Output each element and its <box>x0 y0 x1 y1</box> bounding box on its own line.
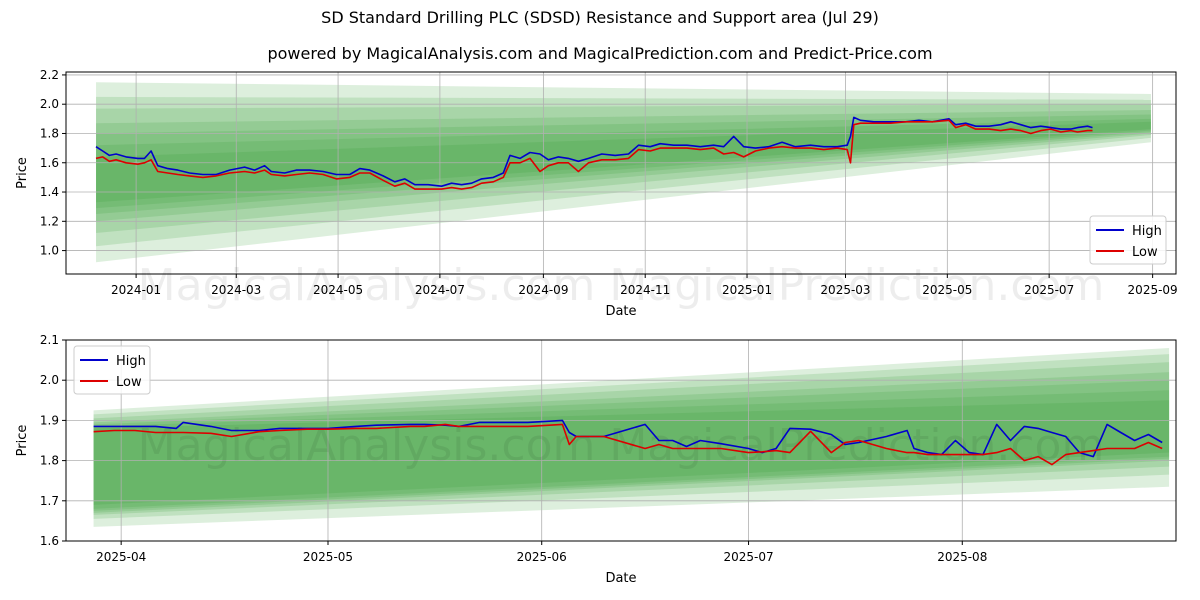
x-axis-label: Date <box>605 304 636 319</box>
legend-label-low: Low <box>1132 245 1158 260</box>
plot-frame <box>65 339 1177 542</box>
y-tick-label: 1.8 <box>40 126 59 140</box>
series-line-low <box>95 119 1093 190</box>
x-tick-label: 2025-01 <box>722 283 772 297</box>
x-tick-label: 2025-08 <box>937 550 987 564</box>
legend: High Low <box>73 345 151 395</box>
y-tick-label: 2.0 <box>40 373 59 387</box>
y-tick-label: 1.6 <box>40 534 59 548</box>
x-tick-label: 2025-04 <box>96 550 146 564</box>
band-layer-3 <box>96 104 1151 234</box>
x-tick-label: 2025-07 <box>1024 283 1074 297</box>
y-tick-label: 1.7 <box>40 494 59 508</box>
x-tick-label: 2025-06 <box>517 550 567 564</box>
y-tick-label: 2.2 <box>40 68 59 82</box>
band-layer-1 <box>93 348 1170 527</box>
band-layer-2 <box>93 354 1170 519</box>
support-resistance-bands <box>96 82 1151 263</box>
legend-label-high: High <box>1132 224 1162 239</box>
x-tick-label: 2025-09 <box>1128 283 1178 297</box>
series-line-high <box>95 116 1093 187</box>
y-tick-label: 1.9 <box>40 413 59 427</box>
band-layer-6 <box>93 390 1170 509</box>
chart-zoom: MagicalAnalysis.com MagicalPrediction.co… <box>15 333 1177 586</box>
y-tick-label: 1.0 <box>40 244 59 258</box>
x-tick-label: 2025-03 <box>820 283 870 297</box>
y-tick-label: 1.6 <box>40 156 59 170</box>
band-layer-1 <box>96 82 1151 263</box>
page-subtitle: powered by MagicalAnalysis.com and Magic… <box>267 44 933 63</box>
legend: High Low <box>1089 215 1167 265</box>
series-line-high <box>93 419 1163 458</box>
x-tick-label: 2025-07 <box>723 550 773 564</box>
page-title: SD Standard Drilling PLC (SDSD) Resistan… <box>321 8 879 27</box>
watermark: MagicalAnalysis.com MagicalPrediction.co… <box>138 260 1105 311</box>
x-tick-label: 2024-07 <box>415 283 465 297</box>
x-tick-label: 2024-03 <box>211 283 261 297</box>
x-tick-label: 2025-05 <box>922 283 972 297</box>
chart-overview: MagicalAnalysis.com MagicalPrediction.co… <box>15 68 1178 319</box>
plot-frame <box>65 71 1177 275</box>
band-layer-3 <box>93 362 1170 515</box>
legend-label-low: Low <box>116 375 142 390</box>
series-lines <box>93 419 1163 466</box>
legend-label-high: High <box>116 354 146 369</box>
y-tick-label: 1.8 <box>40 454 59 468</box>
y-axis-label: Price <box>15 425 30 457</box>
band-layer-5 <box>96 114 1151 214</box>
x-tick-label: 2024-01 <box>111 283 161 297</box>
band-layer-4 <box>96 110 1151 222</box>
y-tick-label: 1.2 <box>40 214 59 228</box>
band-layer-5 <box>93 380 1170 511</box>
x-tick-label: 2024-05 <box>313 283 363 297</box>
y-tick-label: 1.4 <box>40 185 59 199</box>
band-layer-7 <box>96 121 1151 203</box>
band-layer-4 <box>93 372 1170 513</box>
band-layer-2 <box>96 96 1151 247</box>
x-axis-label: Date <box>605 571 636 586</box>
y-axis-label: Price <box>15 157 30 189</box>
series-lines <box>95 116 1093 190</box>
support-resistance-bands <box>93 348 1170 527</box>
x-tick-label: 2024-09 <box>518 283 568 297</box>
y-tick-label: 2.1 <box>40 333 59 347</box>
band-layer-6 <box>96 118 1151 209</box>
x-tick-label: 2025-05 <box>303 550 353 564</box>
y-tick-label: 2.0 <box>40 97 59 111</box>
x-tick-label: 2024-11 <box>620 283 670 297</box>
series-line-low <box>93 423 1163 466</box>
